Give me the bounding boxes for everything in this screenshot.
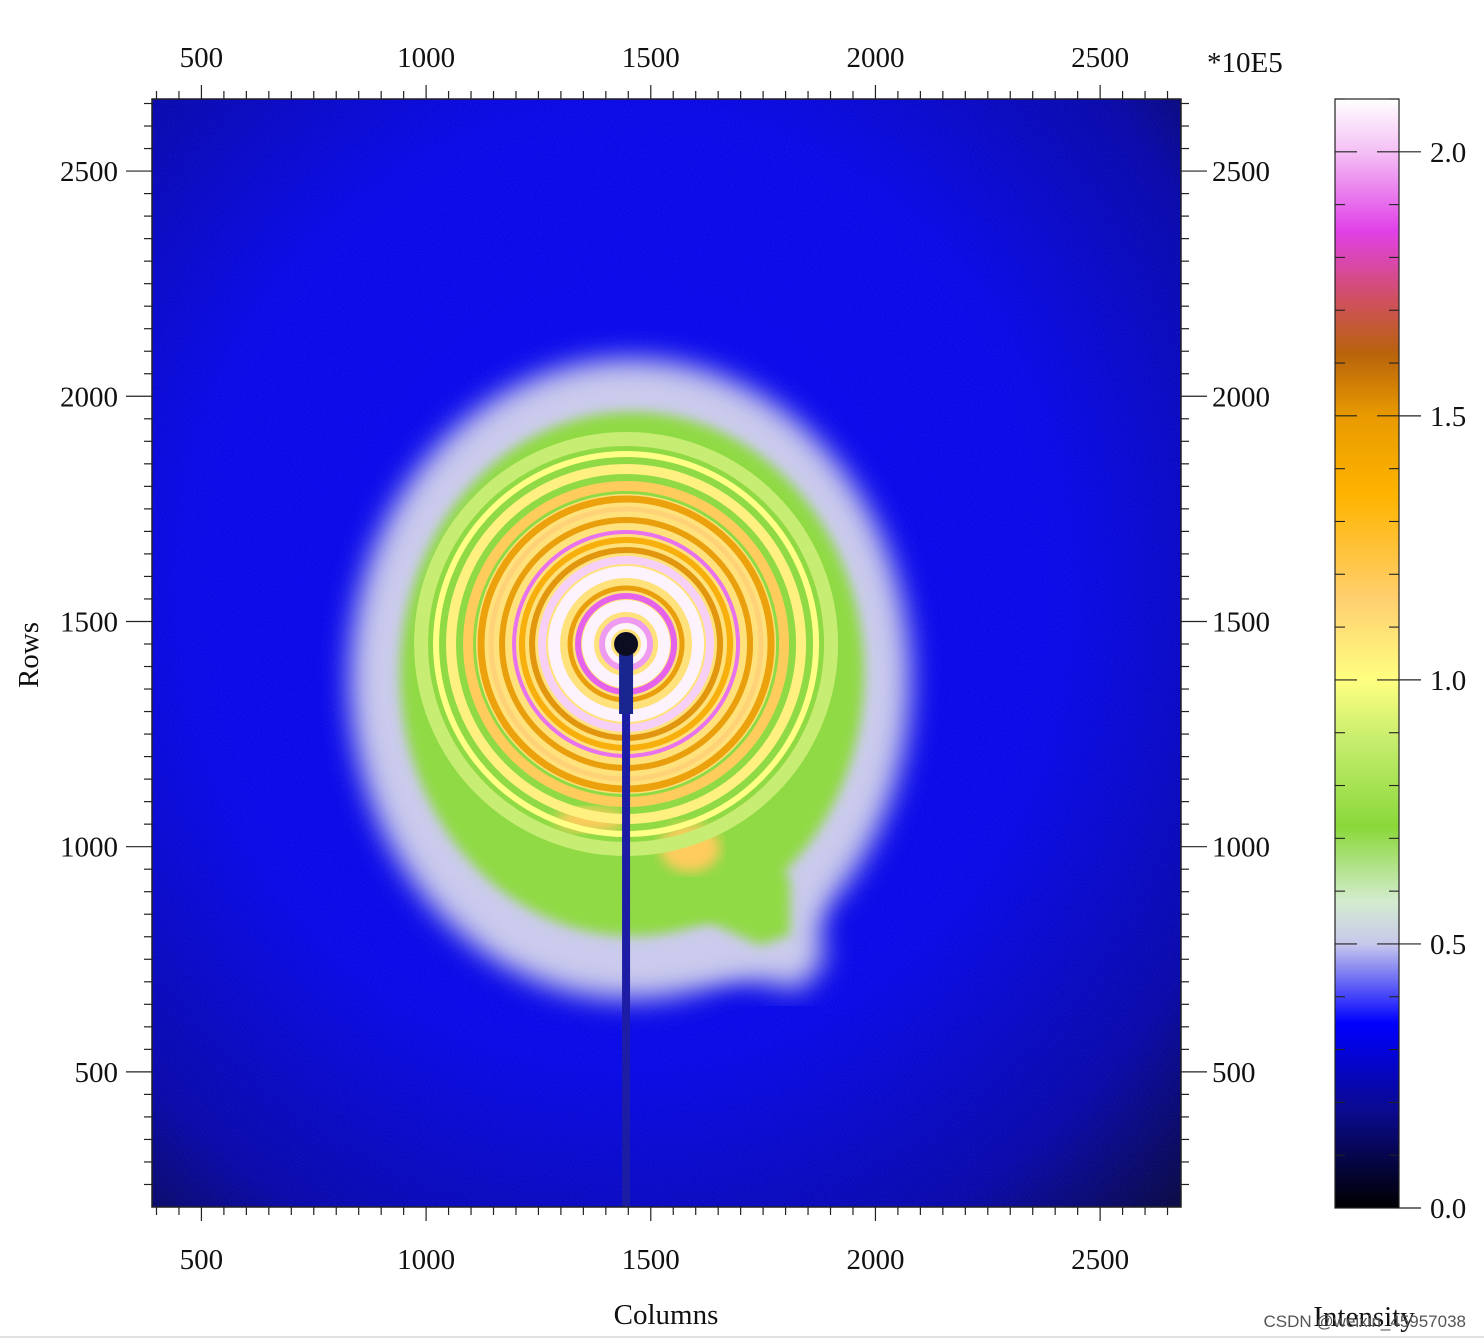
- detector-noise: [152, 99, 1181, 1207]
- x-tick-label-bottom: 2500: [1071, 1244, 1129, 1276]
- x-tick-label-bottom: 500: [180, 1244, 224, 1276]
- y-tick-label-right: 1000: [1212, 832, 1270, 864]
- y-axis-title: Rows: [13, 622, 45, 688]
- x-tick-label-top: 500: [180, 42, 224, 74]
- y-tick-label-right: 2500: [1212, 156, 1270, 188]
- x-tick-label-bottom: 1500: [622, 1244, 680, 1276]
- colorbar: 0.0 0.5 1.0 1.5 2.0 *10E5 Intensity: [1207, 47, 1466, 1333]
- y-tick-label-left: 1500: [60, 606, 118, 638]
- x-tick-label-bottom: 1000: [397, 1244, 455, 1276]
- colorbar-title: Intensity: [1313, 1301, 1415, 1333]
- x-axis-title: Columns: [614, 1299, 719, 1331]
- axis-tick-labels: 500 500 1000 1000 1500 1500 2000 2000 2500 2500 50…: [60, 42, 1270, 1276]
- y-tick-label-right: 1500: [1212, 606, 1270, 638]
- colorbar-tick-label: 0.5: [1430, 929, 1466, 961]
- watermark: CSDN @weixin_45957038: [1264, 1312, 1466, 1331]
- colorbar-tick-label: 2.0: [1430, 137, 1466, 169]
- y-tick-label-left: 1000: [60, 832, 118, 864]
- colorbar-tick-label: 0.0: [1430, 1193, 1466, 1225]
- colorbar-scale-label: *10E5: [1207, 47, 1283, 79]
- plot-frame: [151, 98, 1182, 1208]
- x-tick-label-top: 1000: [397, 42, 455, 74]
- y-tick-label-left: 500: [75, 1057, 119, 1089]
- x-tick-label-top: 1500: [622, 42, 680, 74]
- y-tick-label-left: 2500: [60, 156, 118, 188]
- colorbar-gradient: [1334, 98, 1400, 1209]
- y-tick-label-right: 2000: [1212, 381, 1270, 413]
- colorbar-tick-label: 1.0: [1430, 665, 1466, 697]
- y-tick-label-left: 2000: [60, 381, 118, 413]
- x-tick-label-top: 2500: [1071, 42, 1129, 74]
- axis-ticks: [126, 85, 1207, 1221]
- x-tick-label-bottom: 2000: [846, 1244, 904, 1276]
- y-tick-label-right: 500: [1212, 1057, 1256, 1089]
- heatmap-plot: 500 500 1000 1000 1500 1500 2000 2000 2500 2500 50…: [60, 42, 1270, 1276]
- colorbar-tick-label: 1.5: [1430, 401, 1466, 433]
- colorbar-ticks: 0.0 0.5 1.0 1.5 2.0: [1335, 98, 1466, 1225]
- x-tick-label-top: 2000: [846, 42, 904, 74]
